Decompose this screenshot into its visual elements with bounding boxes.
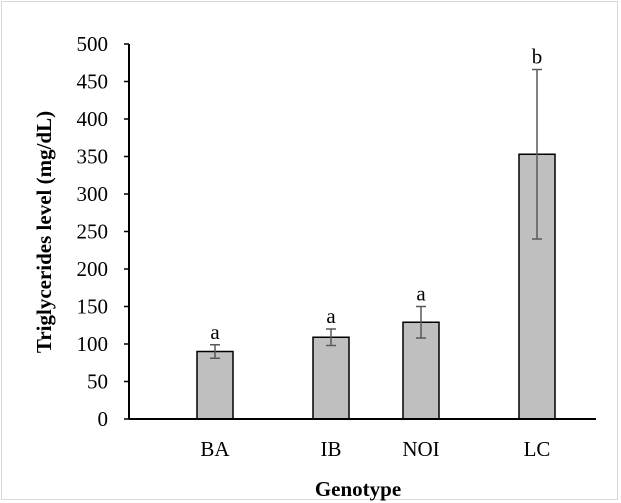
- x-tick-label: NOI: [402, 437, 439, 461]
- y-tick-label: 300: [77, 182, 109, 206]
- y-tick-label: 500: [77, 32, 109, 56]
- x-tick-label: IB: [321, 437, 342, 461]
- y-tick-label: 450: [77, 70, 109, 94]
- y-tick-label: 0: [98, 407, 109, 431]
- y-tick-label: 200: [77, 257, 109, 281]
- bar-ba: [196, 350, 234, 420]
- significance-labels: a a a b: [210, 45, 542, 344]
- bars: [196, 153, 556, 420]
- y-tick-labels: 0 50 100 150 200 250 300 350 400 450 500: [77, 32, 129, 431]
- x-tick-labels: BA IB NOI LC: [200, 437, 550, 461]
- significance-letter: a: [416, 282, 426, 306]
- y-tick-label: 100: [77, 332, 109, 356]
- significance-letter: b: [532, 45, 543, 69]
- significance-letter: a: [326, 304, 336, 328]
- y-axis-title: Triglycerides level (mg/dL): [32, 111, 56, 353]
- significance-letter: a: [210, 320, 220, 344]
- y-tick-label: 350: [77, 145, 109, 169]
- y-tick-label: 250: [77, 220, 109, 244]
- x-tick-label: LC: [524, 437, 551, 461]
- y-tick-label: 150: [77, 295, 109, 319]
- y-tick-label: 400: [77, 107, 109, 131]
- bar-ib: [312, 336, 350, 420]
- y-tick-label: 50: [87, 370, 108, 394]
- x-axis-title: Genotype: [315, 477, 401, 501]
- x-tick-label: BA: [200, 437, 230, 461]
- error-bars: [210, 68, 542, 359]
